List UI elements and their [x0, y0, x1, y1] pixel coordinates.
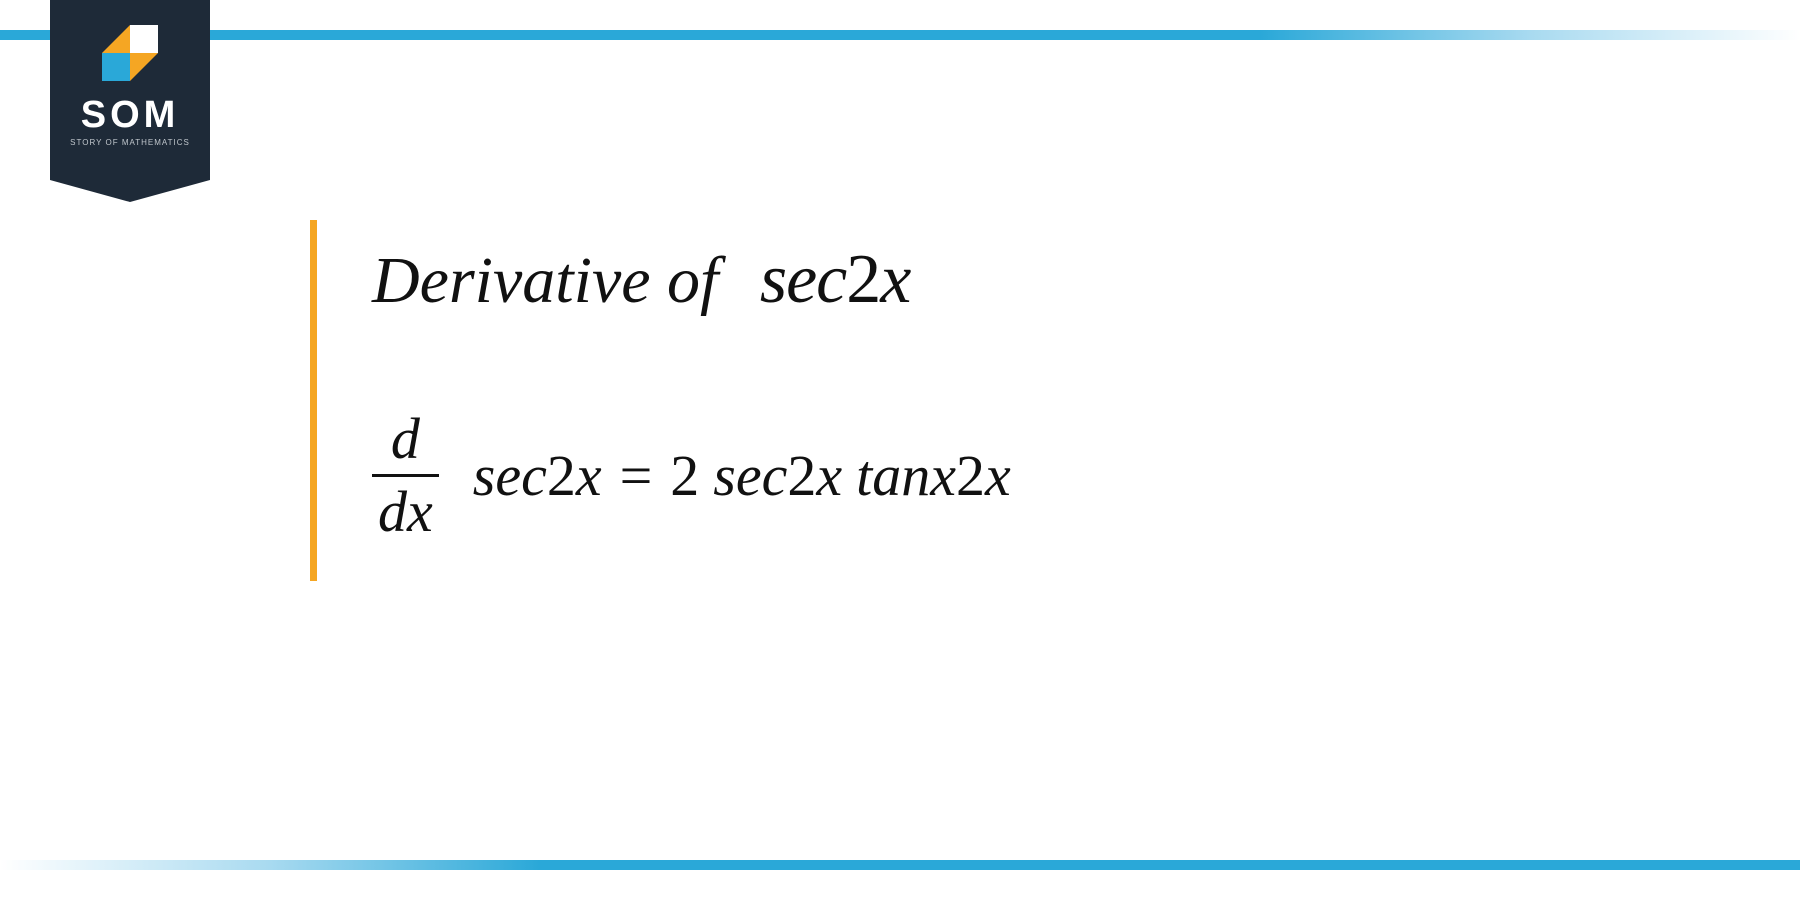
fraction-denominator: dx [372, 474, 439, 541]
derivative-formula: d dx sec2x = 2 sec2x tanx2x [372, 410, 1011, 541]
title: Derivative of sec2x [372, 240, 1011, 320]
brand-acronym: SOM [81, 96, 180, 134]
title-prefix: Derivative of [372, 244, 718, 317]
d-dx-fraction: d dx [372, 410, 439, 541]
bottom-accent-bar [0, 860, 1800, 870]
brand-logo-icon [102, 25, 158, 81]
fraction-numerator: d [385, 410, 426, 474]
brand-subtitle: STORY OF MATHEMATICS [70, 138, 190, 147]
content-block: Derivative of sec2x d dx sec2x = 2 sec2x… [310, 220, 1011, 581]
title-function: sec2x [760, 241, 910, 318]
rhs-tan-term: tanx2x [856, 442, 1011, 509]
rhs-sec-term: sec2x [713, 442, 842, 509]
top-accent-bar [0, 30, 1800, 40]
rhs-coefficient: 2 [670, 442, 699, 509]
lhs-sec: sec2x [473, 442, 602, 509]
equals-sign: = [620, 442, 653, 509]
brand-badge: SOM STORY OF MATHEMATICS [50, 0, 210, 180]
